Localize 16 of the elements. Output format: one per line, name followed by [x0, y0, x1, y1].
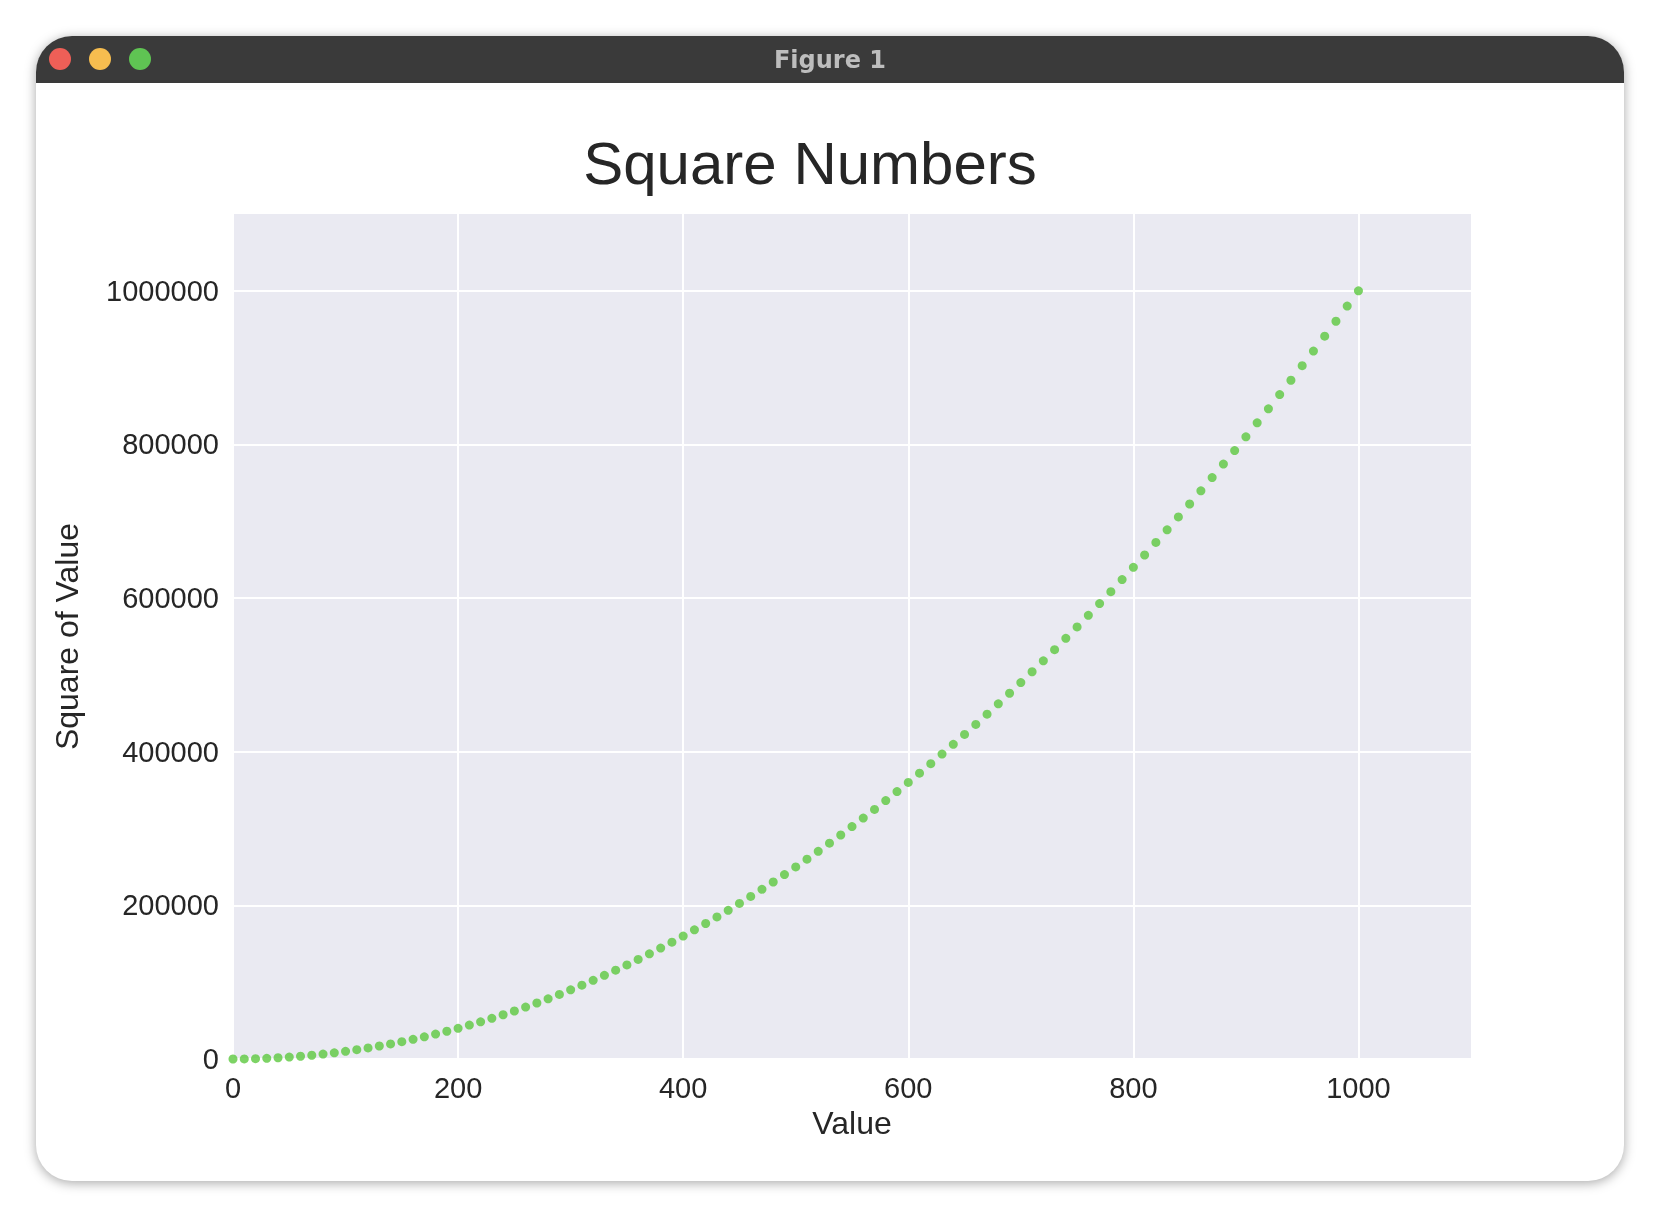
y-tick-label: 600000	[122, 582, 219, 615]
y-axis-title: Square of Value	[49, 522, 85, 751]
y-tick-label: 1000000	[106, 274, 219, 307]
y-tick-label: 0	[202, 1043, 219, 1075]
chart-title: Square Numbers	[583, 129, 1037, 197]
x-tick-label: 0	[224, 1071, 242, 1104]
y-tick-label: 200000	[122, 889, 219, 922]
x-tick-label: 400	[658, 1071, 708, 1104]
x-tick-label: 600	[884, 1071, 933, 1104]
x-tick-label: 1000	[1326, 1071, 1391, 1104]
caption: Figure 1	[772, 46, 888, 74]
y-tick-label: 400000	[122, 735, 219, 768]
x-tick-label: 200	[433, 1071, 483, 1104]
y-tick-label: 800000	[122, 428, 219, 461]
x-tick-label: 800	[1109, 1071, 1158, 1104]
x-axis-title: Value	[812, 1105, 892, 1141]
